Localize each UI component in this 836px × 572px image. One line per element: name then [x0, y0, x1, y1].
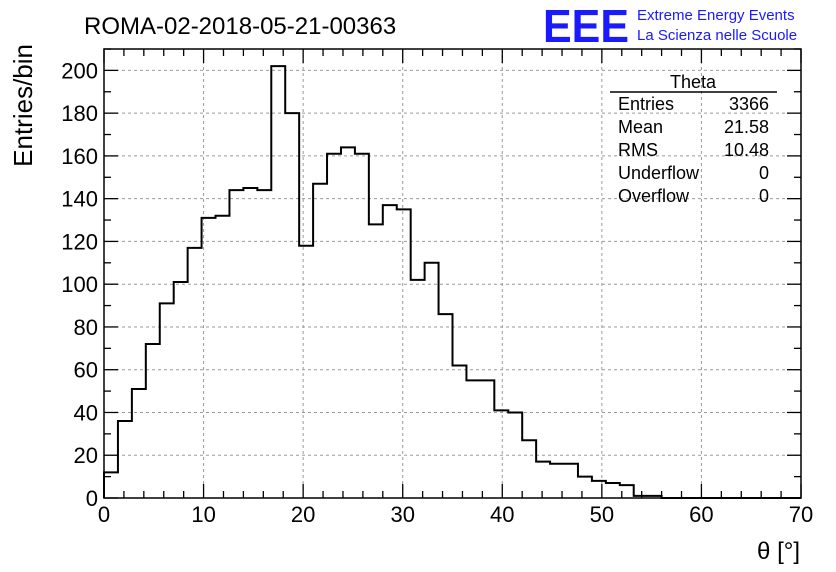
y-tick-label: 160 — [61, 144, 98, 169]
histogram-bin — [327, 154, 341, 498]
x-axis-label: θ [°] — [757, 538, 800, 565]
histogram-bin — [564, 464, 578, 498]
y-tick-label: 80 — [74, 315, 98, 340]
histogram-bin — [257, 190, 271, 498]
y-tick-label: 0 — [86, 486, 98, 511]
stats-row-label: Overflow — [618, 186, 690, 206]
histogram-bin — [606, 483, 620, 498]
y-tick-labels: 0 20 40 60 80 100 120 140 160 180 200 — [61, 58, 98, 511]
histogram-bin — [188, 248, 202, 498]
histogram-bin — [522, 440, 536, 498]
histogram-bin — [494, 410, 508, 498]
histogram-bin — [216, 216, 230, 498]
stats-row-label: RMS — [618, 140, 658, 160]
histogram-bin — [411, 280, 425, 498]
stats-row-label: Entries — [618, 94, 674, 114]
y-tick-label: 60 — [74, 358, 98, 383]
histogram-bin — [578, 477, 592, 498]
histogram-bin — [174, 282, 188, 498]
y-tick-label: 100 — [61, 272, 98, 297]
histogram-bin — [271, 66, 285, 498]
y-tick-label: 200 — [61, 58, 98, 83]
stats-row-value: 0 — [759, 163, 769, 183]
stats-row-label: Underflow — [618, 163, 700, 183]
axis-ticks — [103, 48, 802, 499]
y-tick-label: 180 — [61, 101, 98, 126]
histogram-bin — [397, 209, 411, 498]
histogram-bin — [439, 314, 453, 498]
y-tick-label: 120 — [61, 229, 98, 254]
stats-row-value: 3366 — [729, 94, 769, 114]
histogram-bin — [341, 147, 355, 498]
histogram-bin — [536, 462, 550, 498]
histogram-outline — [103, 65, 801, 499]
y-tick-label: 40 — [74, 400, 98, 425]
histogram-bin — [160, 303, 174, 498]
histogram-bin — [132, 389, 146, 498]
histogram-bin — [299, 246, 313, 498]
x-tick-label: 10 — [191, 502, 215, 527]
x-tick-labels: 0 10 20 30 40 50 60 70 — [98, 502, 813, 527]
stats-rows: Entries 3366 Mean 21.58 RMS 10.48 Underflow 0 Ov… — [618, 94, 769, 206]
stats-row-value: 0 — [759, 186, 769, 206]
histogram-bin — [383, 205, 397, 498]
histogram-bin — [592, 481, 606, 498]
logo-line1: Extreme Energy Events — [637, 7, 795, 24]
y-axis-label: Entries/bin — [8, 44, 38, 167]
chart-title: ROMA-02-2018-05-21-00363 — [84, 13, 396, 40]
histogram-bin — [313, 184, 327, 498]
stats-row-value: 21.58 — [724, 117, 769, 137]
histogram-bin — [369, 224, 383, 498]
x-tick-label: 70 — [789, 502, 813, 527]
histogram-bin — [425, 263, 439, 498]
histogram-bin — [480, 380, 494, 498]
histogram-bin — [118, 421, 132, 498]
histogram-bin — [453, 365, 467, 498]
x-tick-label: 60 — [689, 502, 713, 527]
plot-frame — [103, 48, 802, 499]
stats-row-value: 10.48 — [724, 140, 769, 160]
stats-box: Theta Entries 3366 Mean 21.58 RMS 10.48 Underf… — [610, 72, 777, 206]
grid — [104, 49, 801, 498]
x-tick-label: 40 — [490, 502, 514, 527]
histogram-bin — [355, 154, 369, 498]
y-tick-label: 140 — [61, 187, 98, 212]
stats-row-label: Mean — [618, 117, 663, 137]
x-tick-label: 30 — [390, 502, 414, 527]
histogram-bin — [285, 113, 299, 498]
x-tick-label: 20 — [291, 502, 315, 527]
histogram-bin — [243, 188, 257, 498]
histogram-bin — [229, 190, 243, 498]
eee-logo: EEE Extreme Energy Events La Scienza nel… — [543, 0, 797, 52]
x-tick-label: 0 — [98, 502, 110, 527]
logo-mark: EEE — [543, 0, 629, 52]
logo-line2: La Scienza nelle Scuole — [637, 27, 797, 44]
histogram-bin — [146, 344, 160, 498]
y-tick-label: 20 — [74, 443, 98, 468]
stats-title: Theta — [670, 72, 717, 92]
x-tick-label: 50 — [590, 502, 614, 527]
histogram-bin — [466, 380, 480, 498]
